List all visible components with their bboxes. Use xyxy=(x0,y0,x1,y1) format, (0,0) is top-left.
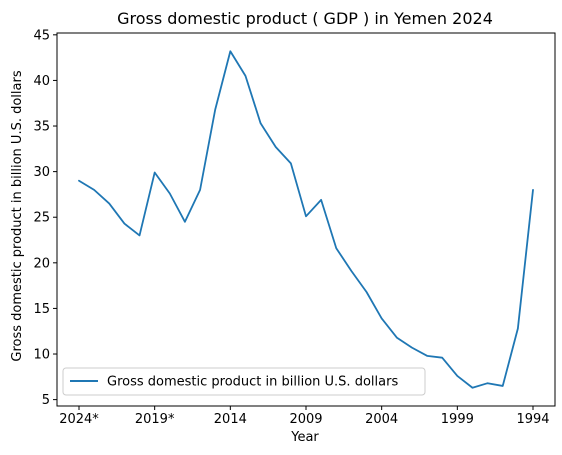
y-tick-label: 25 xyxy=(33,211,50,226)
legend: Gross domestic product in billion U.S. d… xyxy=(62,367,426,396)
y-tick-label: 20 xyxy=(33,256,50,271)
chart-title: Gross domestic product ( GDP ) in Yemen … xyxy=(117,9,493,28)
x-tick-label: 2009 xyxy=(289,412,322,427)
y-tick-label: 30 xyxy=(33,165,50,180)
y-tick-label: 40 xyxy=(33,74,50,89)
series-line xyxy=(78,50,534,389)
x-axis-label: Year xyxy=(290,430,319,445)
y-tick-label: 5 xyxy=(42,393,50,408)
y-axis-ticks: 5 10 15 20 25 30 35 40 45 xyxy=(33,28,57,408)
x-tick-label: 2004 xyxy=(365,412,398,427)
y-tick-label: 10 xyxy=(33,348,50,363)
y-tick-label: 35 xyxy=(33,120,50,135)
legend-box xyxy=(62,367,426,396)
x-tick-label: 2024* xyxy=(59,412,99,427)
y-axis-label: Gross domestic product in billion U.S. d… xyxy=(10,70,25,361)
x-tick-label: 1994 xyxy=(516,412,549,427)
y-tick-label: 45 xyxy=(33,28,50,43)
series-layer xyxy=(78,50,534,389)
legend-label: Gross domestic product in billion U.S. d… xyxy=(107,375,398,390)
x-tick-label: 2019* xyxy=(135,412,175,427)
x-tick-label: 1999 xyxy=(441,412,474,427)
plot-frame xyxy=(56,32,556,407)
y-tick-label: 15 xyxy=(33,302,50,317)
x-axis-ticks: 2024* 2019* 2014 2009 2004 1999 1994 xyxy=(59,406,550,427)
x-tick-label: 2014 xyxy=(214,412,247,427)
